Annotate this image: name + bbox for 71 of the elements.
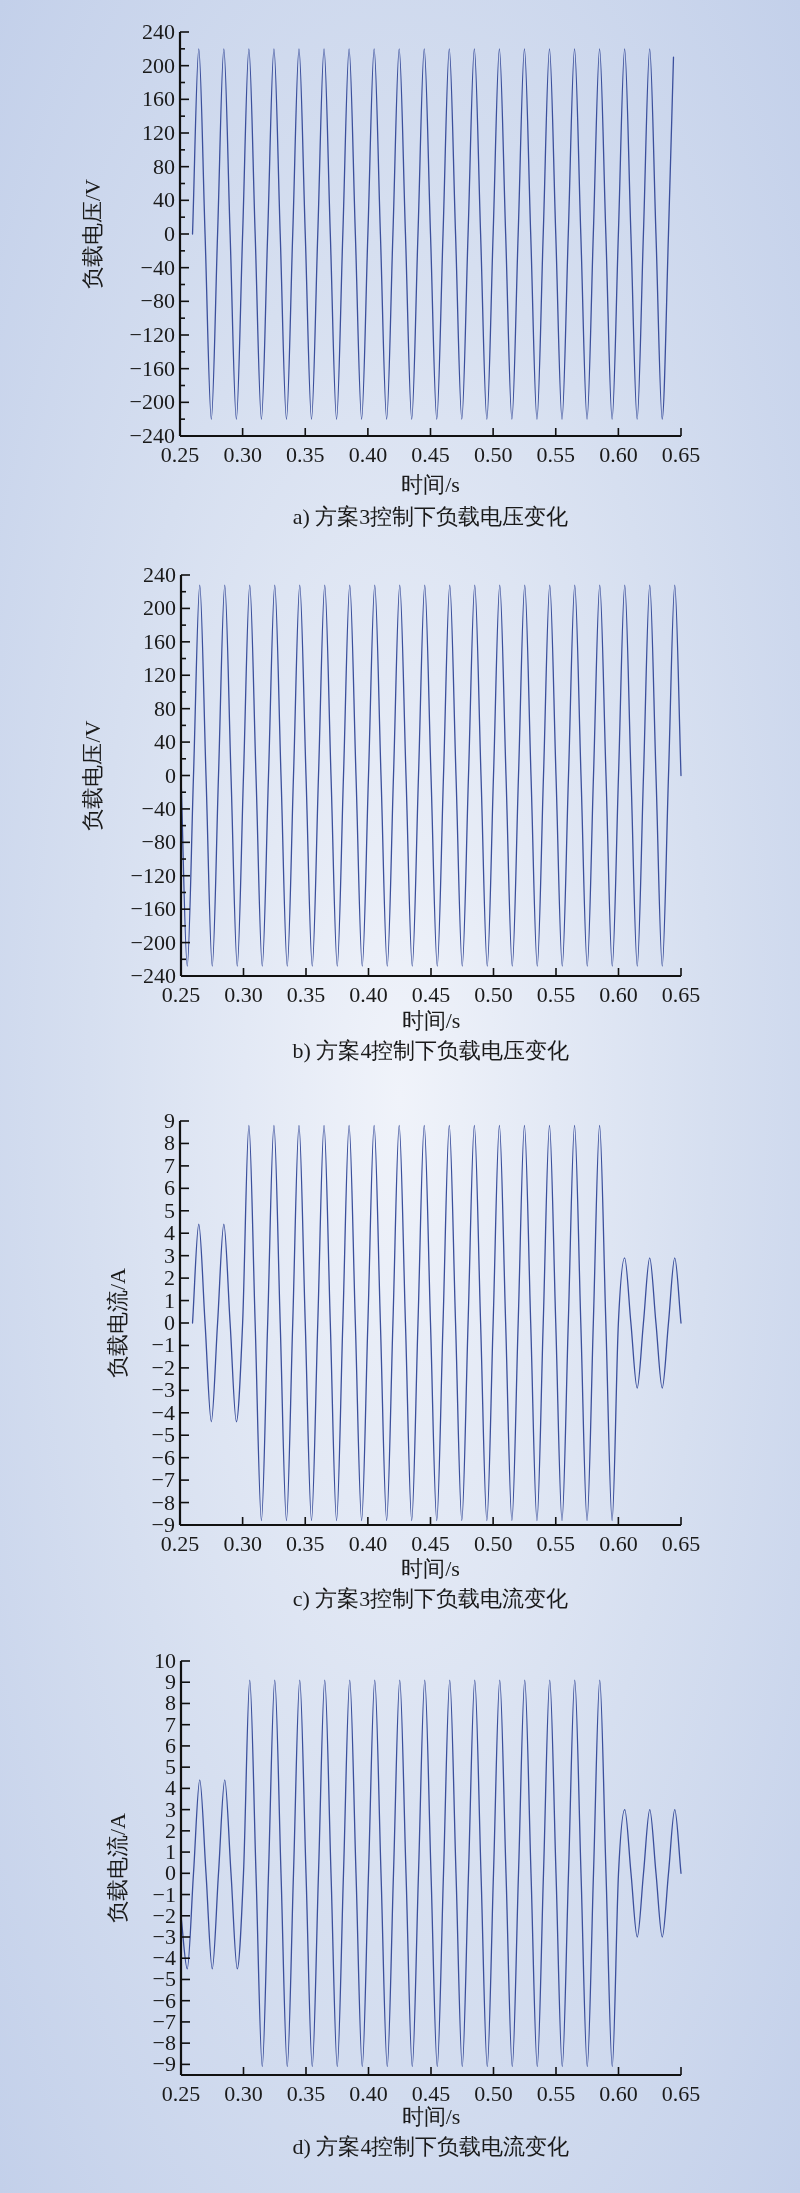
- x-tick-label: 0.30: [224, 982, 263, 1007]
- y-tick-label: 0: [164, 221, 175, 246]
- x-tick-label: 0.55: [536, 1531, 575, 1556]
- y-tick-label: −200: [130, 929, 176, 955]
- y-tick-label: 40: [153, 187, 175, 213]
- y-tick-label: 120: [142, 120, 175, 145]
- y-tick-label: −120: [130, 862, 176, 888]
- x-tick-label: 0.30: [223, 1531, 262, 1556]
- x-tick-label: 0.50: [474, 2081, 513, 2106]
- y-tick-label: −160: [129, 355, 175, 381]
- y-tick-label: −40: [141, 795, 176, 821]
- x-tick-label: 0.50: [473, 442, 513, 467]
- x-tick-label: 0.65: [661, 2081, 701, 2106]
- x-tick-label: 0.40: [349, 982, 388, 1007]
- y-tick-label: −80: [140, 288, 175, 314]
- y-tick-label: 80: [153, 153, 175, 179]
- x-axis-title: 时间/s: [401, 1556, 460, 1581]
- x-tick-label: 0.60: [599, 1531, 638, 1556]
- y-tick-label: 40: [154, 729, 176, 755]
- y-tick-label: −40: [140, 254, 175, 280]
- y-tick-label: 0: [165, 762, 176, 788]
- x-tick-label: 0.45: [411, 1531, 450, 1556]
- x-tick-label: 0.25: [161, 2081, 201, 2106]
- y-axis-title: 负载电流/A: [105, 1812, 130, 1923]
- x-tick-label: 0.50: [473, 1531, 513, 1556]
- x-tick-label: 0.50: [474, 982, 513, 1007]
- x-axis-title: 时间/s: [401, 2104, 461, 2129]
- x-tick-label: 0.35: [286, 2081, 326, 2106]
- text: a) 方案3控制下负载电压变化: [292, 504, 569, 529]
- x-tick-label: 0.55: [536, 442, 575, 467]
- y-tick-label: 200: [143, 595, 176, 621]
- y-tick-label: 120: [143, 662, 176, 688]
- x-tick-label: 0.55: [536, 982, 576, 1007]
- x-tick-label: 0.35: [286, 982, 326, 1007]
- y-tick-label: 0: [164, 1310, 175, 1335]
- text: c) 方案3控制下负载电流变化: [292, 1586, 569, 1611]
- x-tick-label: 0.30: [224, 2081, 263, 2106]
- y-tick-label: 240: [143, 562, 176, 587]
- x-tick-label: 0.65: [661, 1531, 701, 1556]
- y-axis-title: 负载电压/V: [80, 720, 105, 831]
- x-tick-label: 0.60: [599, 2081, 638, 2106]
- text: d) 方案4控制下负载电流变化: [292, 2134, 570, 2159]
- x-tick-label: 0.30: [223, 442, 262, 467]
- x-tick-label: 0.40: [348, 1531, 388, 1556]
- x-tick-label: 0.35: [286, 1531, 325, 1556]
- x-tick-label: 0.35: [286, 442, 325, 467]
- y-tick-label: 80: [154, 695, 176, 721]
- x-axis-title: 时间/s: [401, 1008, 461, 1033]
- y-tick-label: 160: [143, 628, 176, 654]
- x-axis-title: 时间/s: [401, 472, 460, 497]
- x-tick-label: 0.45: [411, 2081, 451, 2106]
- x-tick-label: 0.60: [599, 982, 638, 1007]
- y-axis-title: 负载电压/V: [80, 178, 105, 289]
- y-tick-label: 240: [142, 19, 175, 44]
- y-tick-label: 200: [142, 52, 175, 78]
- y-tick-label: −80: [141, 829, 176, 855]
- y-tick-label: −200: [129, 389, 175, 415]
- x-tick-label: 0.45: [411, 442, 450, 467]
- y-axis-title: 负载电流/A: [105, 1267, 130, 1378]
- x-tick-label: 0.65: [661, 982, 701, 1007]
- x-tick-label: 0.55: [536, 2081, 576, 2106]
- x-tick-label: 0.40: [349, 2081, 388, 2106]
- x-tick-label: 0.45: [411, 982, 451, 1007]
- text: b) 方案4控制下负载电压变化: [292, 1038, 570, 1063]
- y-tick-label: −160: [130, 896, 176, 922]
- x-tick-label: 0.40: [348, 442, 388, 467]
- y-tick-label: 160: [142, 86, 175, 112]
- y-tick-label: 9: [164, 1108, 175, 1133]
- x-tick-label: 0.60: [599, 442, 638, 467]
- y-tick-label: −120: [129, 322, 175, 347]
- x-tick-label: 0.65: [661, 442, 701, 467]
